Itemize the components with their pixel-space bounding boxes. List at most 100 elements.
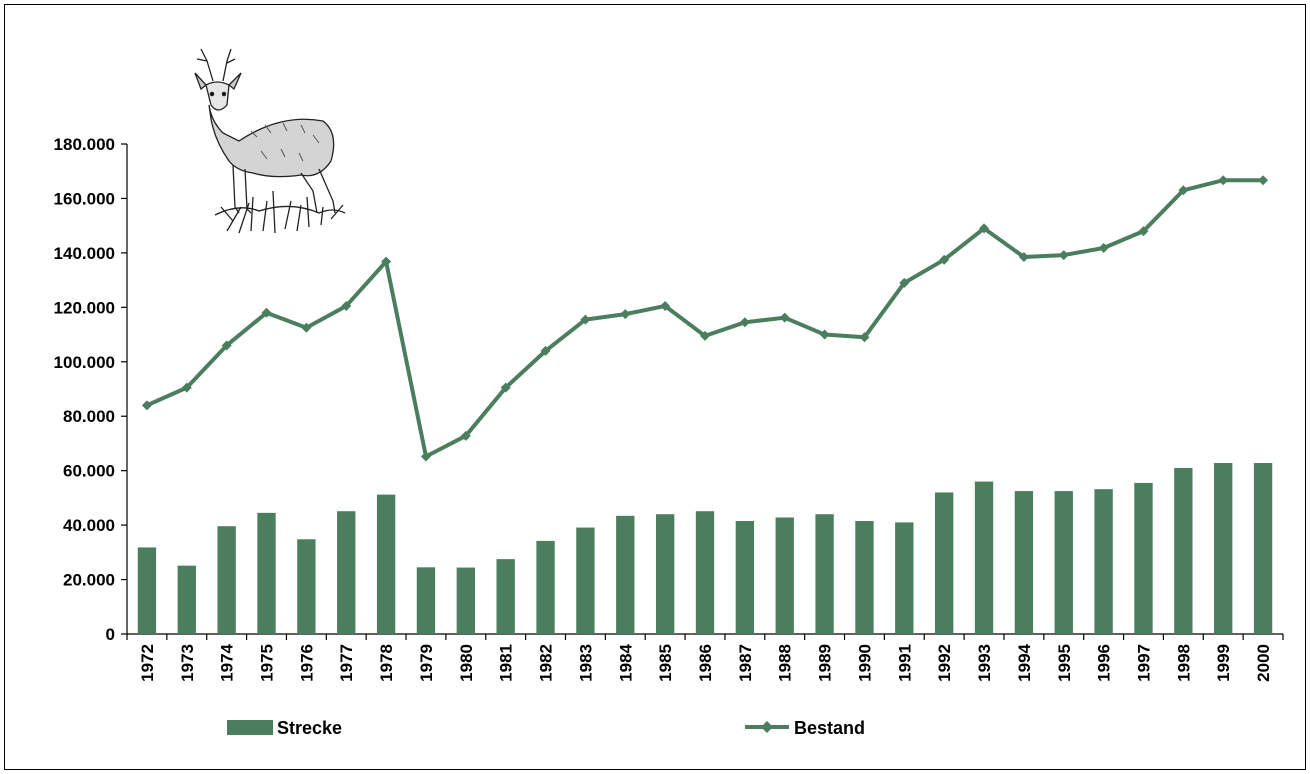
point-bestand-1987 (739, 317, 750, 328)
legend: Strecke Bestand (227, 718, 865, 738)
bar-strecke-1998 (1174, 467, 1193, 634)
legend-line-label: Bestand (794, 718, 865, 738)
point-bestand-1972 (141, 400, 152, 411)
point-bestand-1974 (221, 340, 232, 351)
bar-strecke-1973 (177, 565, 196, 634)
point-bestand-1981 (500, 382, 511, 393)
legend-bar-label: Strecke (277, 718, 342, 738)
point-bestand-1998 (1178, 185, 1189, 196)
y-tick-label: 120.000 (54, 298, 115, 317)
point-bestand-1985 (660, 300, 671, 311)
bar-strecke-1996 (1094, 489, 1113, 634)
bar-strecke-1981 (496, 559, 515, 634)
bar-strecke-2000 (1253, 463, 1273, 634)
x-tick-label: 1994 (1015, 643, 1034, 681)
point-bestand-1984 (620, 309, 631, 320)
bar-strecke-1976 (297, 539, 316, 634)
x-tick-label: 1996 (1095, 644, 1114, 682)
bar-strecke-1991 (895, 522, 914, 634)
x-tick-label: 1976 (297, 644, 316, 682)
bar-strecke-1983 (576, 527, 595, 634)
x-tick-label: 1984 (616, 643, 635, 681)
x-tick-label: 1991 (895, 644, 914, 682)
y-tick-label: 80.000 (63, 407, 115, 426)
x-tick-label: 1989 (816, 644, 835, 682)
bar-strecke-1985 (655, 514, 675, 634)
x-tick-label: 1979 (417, 644, 436, 682)
bar-strecke-1972 (137, 547, 157, 634)
point-bestand-1976 (301, 322, 312, 333)
point-bestand-1982 (540, 345, 551, 356)
x-tick-label: 1987 (736, 644, 755, 682)
point-bestand-1975 (261, 307, 272, 318)
bar-strecke-1993 (974, 481, 994, 634)
point-bestand-1973 (181, 382, 192, 393)
point-bestand-1983 (580, 314, 591, 325)
bar-strecke-1977 (337, 511, 356, 634)
x-tick-label: 1983 (576, 644, 595, 682)
point-bestand-1991 (899, 277, 910, 288)
x-tick-label: 1978 (377, 644, 396, 682)
y-tick-label: 140.000 (54, 244, 115, 263)
bar-strecke-1992 (935, 492, 954, 634)
bar-strecke-1986 (695, 511, 715, 634)
point-bestand-1999 (1218, 175, 1229, 186)
y-tick-label: 0 (106, 625, 115, 644)
legend-line-marker (761, 721, 773, 733)
bar-strecke-1989 (815, 514, 834, 634)
point-bestand-1990 (859, 332, 870, 343)
legend-bar-swatch (227, 720, 273, 735)
bar-strecke-1990 (855, 521, 874, 634)
bar-strecke-1995 (1054, 491, 1073, 634)
bar-strecke-1979 (416, 567, 436, 634)
point-bestand-1997 (1138, 226, 1149, 237)
x-tick-label: 1997 (1134, 644, 1153, 682)
chart-frame: 0 20.000 40.000 60.000 80.000 100.000 120.000 1… (4, 4, 1306, 770)
x-tick-label: 1999 (1214, 644, 1233, 682)
bar-strecke-1988 (775, 517, 794, 634)
x-tick-label: 1993 (975, 644, 994, 682)
x-tick-label: 1972 (138, 644, 157, 682)
roe-deer-illustration (194, 48, 346, 234)
bar-strecke-1975 (257, 512, 276, 634)
point-bestand-1994 (1018, 251, 1029, 262)
point-bestand-1992 (939, 254, 950, 265)
point-bestand-1978 (381, 256, 392, 267)
x-tick-label: 1982 (537, 644, 556, 682)
bar-strecke-1994 (1014, 491, 1034, 634)
bar-strecke-1999 (1214, 463, 1233, 634)
bar-strecke-1984 (616, 515, 635, 634)
x-tick-label: 1975 (258, 644, 277, 682)
bar-strecke-1978 (376, 494, 396, 634)
line-bestand (146, 178, 1264, 459)
chart-svg: 0 20.000 40.000 60.000 80.000 100.000 120.000 1… (54, 48, 1284, 738)
point-bestand-1996 (1098, 242, 1109, 253)
x-tick-label: 1986 (696, 644, 715, 682)
point-bestand-1989 (819, 329, 830, 340)
x-tick-label: 1973 (178, 644, 197, 682)
point-bestand-1988 (779, 312, 790, 323)
point-bestand-1995 (1058, 250, 1069, 261)
bar-strecke-1982 (536, 540, 555, 634)
x-tick-label: 1981 (497, 644, 516, 682)
point-bestand-2000 (1258, 175, 1269, 186)
point-bestand-1986 (700, 330, 710, 341)
bar-strecke-1987 (735, 521, 755, 634)
y-tick-label: 160.000 (54, 189, 115, 208)
y-tick-label: 20.000 (63, 571, 115, 590)
y-tick-label: 40.000 (63, 516, 115, 535)
x-tick-label: 1990 (855, 644, 874, 682)
x-tick-label: 2000 (1254, 644, 1273, 682)
y-tick-label: 60.000 (63, 462, 115, 481)
x-tick-label: 1995 (1055, 644, 1074, 682)
bar-strecke-1980 (456, 567, 475, 634)
bar-strecke-1997 (1134, 482, 1153, 634)
x-tick-label: 1977 (337, 644, 356, 682)
point-bestand-1979 (420, 451, 431, 462)
x-tick-label: 1980 (457, 644, 476, 682)
bar-strecke-1974 (217, 526, 236, 634)
x-tick-label: 1985 (656, 644, 675, 682)
point-bestand-1993 (979, 223, 990, 234)
x-tick-label: 1988 (776, 644, 795, 682)
y-tick-label: 100.000 (54, 353, 115, 372)
